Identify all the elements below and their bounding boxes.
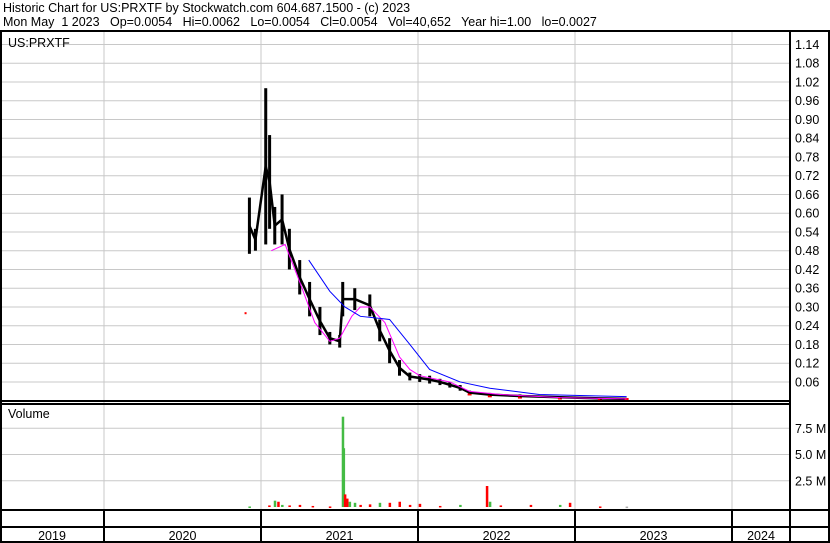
volume-bar <box>346 498 349 507</box>
down-close-mark <box>517 396 522 399</box>
price-segment <box>254 166 267 240</box>
year-label: 2021 <box>326 529 354 543</box>
price-tick-label: 0.48 <box>795 244 819 258</box>
price-tick-label: 0.42 <box>795 263 819 277</box>
price-segment <box>449 383 461 390</box>
price-segment <box>273 218 283 227</box>
price-tick-label: 0.36 <box>795 282 819 296</box>
price-tick-label: 0.12 <box>795 357 819 371</box>
price-segment <box>298 276 311 300</box>
volume-bar <box>485 486 489 507</box>
price-tick-label: 0.54 <box>795 225 819 239</box>
year-label: 2020 <box>169 529 197 543</box>
price-tick-label: 1.08 <box>795 57 819 71</box>
price-segment <box>388 350 401 369</box>
price-tick-label: 0.96 <box>795 94 819 108</box>
volume-bar <box>488 501 492 507</box>
volume-bar <box>273 500 277 507</box>
price-segment <box>288 248 301 278</box>
volume-bar <box>598 506 602 508</box>
quote-summary: Mon May 1 2023 Op=0.0054 Hi=0.0062 Lo=0.… <box>3 15 597 29</box>
volume-bar <box>558 504 562 507</box>
price-tick-label: 0.24 <box>795 319 819 333</box>
year-label: 2023 <box>640 529 668 543</box>
price-segment <box>398 366 411 378</box>
volume-bar <box>281 504 284 507</box>
volume-bar <box>625 506 629 509</box>
volume-tick-label: 5.0 M <box>795 448 826 462</box>
price-segment <box>354 297 371 307</box>
volume-bar <box>342 448 346 507</box>
price-tick-label: 0.06 <box>795 375 819 389</box>
volume-bar <box>311 505 315 508</box>
price-segment <box>409 375 420 380</box>
price-tick-label: 0.78 <box>795 150 819 164</box>
moving-average-long-line <box>308 259 627 398</box>
down-close-mark <box>487 395 492 398</box>
price-segment <box>459 386 471 394</box>
down-close-mark <box>624 398 629 401</box>
price-tick-label: 0.30 <box>795 300 819 314</box>
price-segment <box>489 393 521 398</box>
price-tick-label: 1.14 <box>795 38 819 52</box>
price-segment <box>248 225 257 241</box>
volume-bar <box>388 502 392 507</box>
price-segment <box>268 181 277 226</box>
volume-bar <box>378 502 382 507</box>
volume-bar <box>359 504 362 507</box>
price-segment <box>378 329 391 352</box>
volume-bar <box>398 501 402 507</box>
price-segment <box>318 320 331 339</box>
volume-bar <box>348 501 352 507</box>
price-tick-label: 0.60 <box>795 207 819 221</box>
price-tick-label: 0.66 <box>795 188 819 202</box>
volume-bar <box>568 502 572 507</box>
moving-average-short-line <box>271 243 627 400</box>
volume-bar <box>328 506 332 508</box>
price-segment <box>308 298 322 322</box>
price-segment <box>439 380 451 386</box>
price-point <box>244 312 247 315</box>
volume-bar <box>408 504 412 507</box>
volume-bar <box>438 505 442 508</box>
price-segment <box>419 376 430 381</box>
year-label: 2024 <box>747 529 775 543</box>
volume-label: Volume <box>8 407 50 421</box>
price-segment <box>280 219 291 250</box>
volume-bar <box>248 506 251 508</box>
volume-bar <box>353 502 357 507</box>
price-tick-label: 0.84 <box>795 132 819 146</box>
volume-bar <box>529 504 533 507</box>
volume-bar <box>459 504 462 507</box>
chart-title: Historic Chart for US:PRXTF by Stockwatc… <box>3 1 411 15</box>
volume-bar <box>268 505 271 507</box>
volume-tick-label: 2.5 M <box>795 474 826 488</box>
volume-bar <box>277 501 280 507</box>
down-close-mark <box>467 393 472 396</box>
symbol-label: US:PRXTF <box>8 36 70 50</box>
price-segment <box>469 391 490 396</box>
year-label: 2022 <box>483 529 511 543</box>
volume-bar <box>368 504 372 507</box>
volume-bar <box>418 503 422 507</box>
price-tick-label: 0.90 <box>795 113 819 127</box>
price-segment <box>429 378 441 384</box>
price-tick-label: 0.72 <box>795 169 819 183</box>
price-tick-label: 0.18 <box>795 338 819 352</box>
volume-bar <box>343 494 347 507</box>
year-label: 2019 <box>38 529 66 543</box>
volume-bar <box>499 505 503 507</box>
volume-bar <box>288 505 291 507</box>
price-segment <box>264 166 271 183</box>
volume-tick-label: 7.5 M <box>795 422 826 436</box>
price-segment <box>338 299 344 342</box>
price-tick-label: 1.02 <box>795 75 819 89</box>
volume-bar <box>298 504 302 507</box>
